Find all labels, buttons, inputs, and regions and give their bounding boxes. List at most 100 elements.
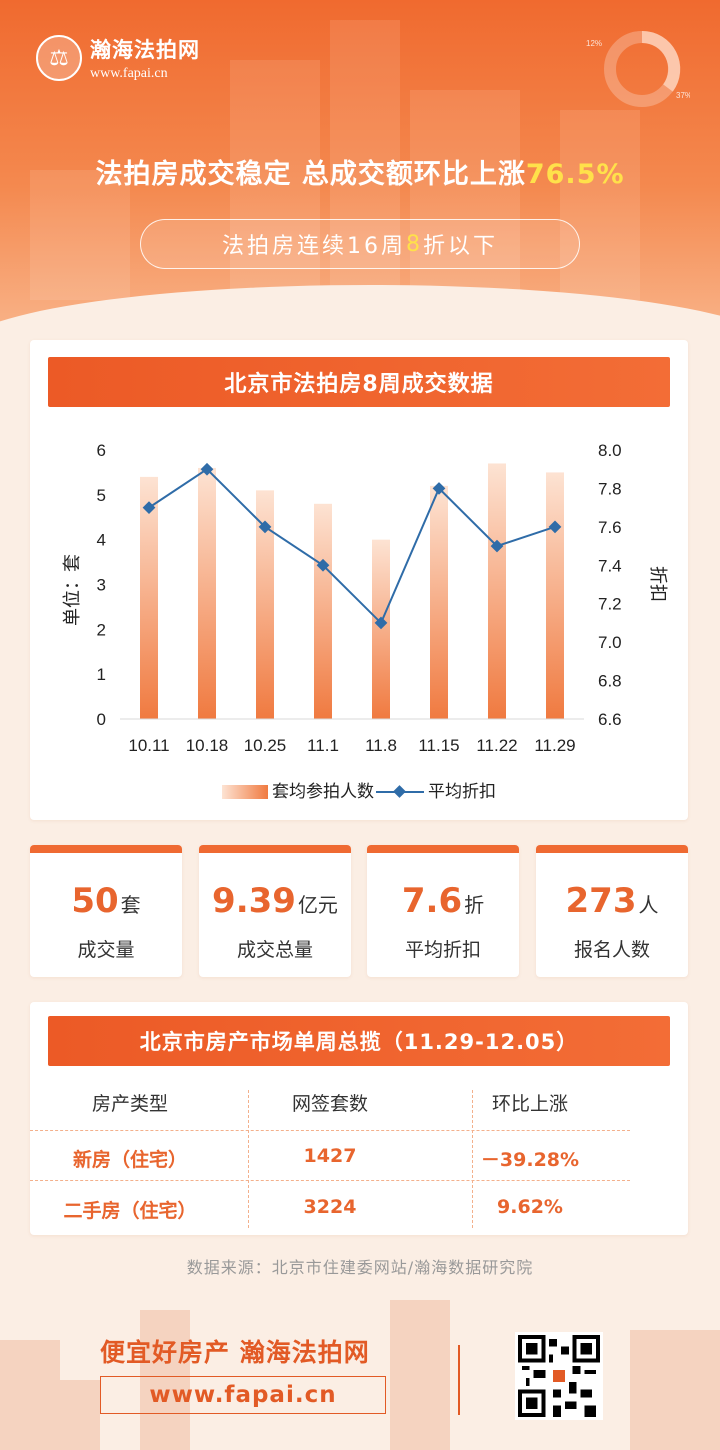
building-shape — [30, 170, 130, 300]
y2-tick-label: 7.4 — [598, 556, 622, 575]
stat-value: 9.39 亿元 — [199, 881, 351, 921]
qr-code-icon[interactable] — [515, 1332, 603, 1420]
brand-logo[interactable]: ⚖ 瀚海法拍网 www.fapai.cn — [36, 34, 200, 82]
table-cell: 9.62% — [497, 1196, 563, 1218]
y-axis-label: 单位：套 — [62, 554, 82, 626]
chart-line-point — [490, 539, 504, 553]
chart-line-point — [374, 616, 388, 630]
brand-name: 瀚海法拍网 — [90, 38, 200, 62]
chart-card: 北京市法拍房8周成交数据 0 1 2 3 4 5 6 6.6 6.8 7.0 7.2 7.4 7.6 7… — [30, 340, 688, 820]
chart-line-series — [148, 467, 556, 625]
subheadline-pill: 法拍房连续16周 8 折以下 — [140, 219, 580, 269]
y2-tick-label: 6.6 — [598, 710, 622, 729]
table-divider — [30, 1180, 630, 1181]
stat-number: 7.6 — [401, 881, 463, 921]
stat-card: 9.39 亿元 成交总量 — [199, 845, 351, 977]
stat-card-accent — [30, 845, 182, 853]
hero-banner — [0, 0, 720, 340]
stat-card: 50 套 成交量 — [30, 845, 182, 977]
chart-line-point — [200, 462, 214, 476]
chart-bar — [488, 463, 506, 719]
y-tick-label: 4 — [97, 531, 106, 550]
donut-label: 12% — [586, 39, 602, 48]
data-source-note: 数据来源：北京市住建委网站/瀚海数据研究院 — [186, 1258, 534, 1277]
x-tick-label: 11.22 — [476, 736, 517, 755]
chart-bar — [430, 485, 448, 719]
table-row: 二手房（住宅） 3224 9.62% — [30, 1196, 630, 1223]
stat-label: 成交总量 — [236, 939, 313, 961]
table-cell: 1427 — [303, 1145, 357, 1167]
stat-card-accent — [536, 845, 688, 853]
table-cell: －39.28% — [480, 1149, 580, 1171]
stat-card: 273 人 报名人数 — [536, 845, 688, 977]
y2-axis-label: 折扣 — [648, 566, 668, 602]
skyline-shape — [0, 1340, 60, 1450]
table-header-cell: 网签套数 — [291, 1093, 368, 1115]
footer-divider — [458, 1345, 460, 1415]
y-tick-label: 5 — [97, 486, 106, 505]
legend-bar-swatch — [222, 785, 268, 799]
gavel-seal-icon: ⚖ — [36, 35, 82, 81]
table-divider — [30, 1130, 630, 1131]
chart-bar — [372, 539, 390, 719]
chart-bar — [314, 503, 332, 719]
chart-bar — [198, 467, 216, 719]
x-tick-label: 11.1 — [307, 736, 339, 755]
footer-url-link[interactable]: www.fapai.cn — [100, 1376, 386, 1414]
stat-unit: 套 — [120, 893, 141, 917]
stat-label: 成交量 — [77, 939, 135, 961]
table-header-cell: 房产类型 — [91, 1093, 168, 1115]
subheadline-suffix: 折以下 — [422, 234, 498, 259]
table-column-divider — [248, 1090, 249, 1228]
skyline-shape — [60, 1380, 100, 1450]
chart-bar — [256, 490, 274, 719]
y-tick-label: 2 — [97, 620, 106, 639]
x-tick-label: 10.25 — [244, 736, 287, 755]
table-cell: 新房（住宅） — [72, 1149, 187, 1171]
page-headline: 法拍房成交稳定 总成交额环比上涨76.5% — [0, 152, 720, 191]
stat-number: 9.39 — [212, 881, 296, 921]
footer — [0, 1280, 720, 1450]
building-shape — [230, 60, 320, 300]
chart-line-point — [432, 482, 446, 495]
stat-unit: 折 — [464, 893, 485, 917]
chart-bar — [546, 472, 564, 719]
brand-url: www.fapai.cn — [90, 66, 168, 81]
chart-title: 北京市法拍房8周成交数据 — [48, 357, 670, 407]
stat-card-accent — [367, 845, 519, 853]
table-row: 新房（住宅） 1427 －39.28% — [30, 1145, 630, 1172]
stat-unit: 人 — [638, 893, 659, 917]
building-shape — [560, 110, 640, 300]
market-summary-card: 北京市房产市场单周总揽（11.29-12.05） — [30, 1002, 688, 1235]
y2-tick-label: 7.8 — [598, 479, 622, 498]
stat-label: 平均折扣 — [404, 939, 481, 961]
subheadline-text: 法拍房连续16周 — [221, 234, 406, 259]
x-tick-label: 11.8 — [365, 736, 397, 755]
skyline-shape — [390, 1300, 450, 1450]
x-tick-label: 11.29 — [534, 736, 575, 755]
headline-highlight: 76.5% — [525, 159, 625, 190]
skyline-shape — [630, 1330, 720, 1450]
headline-text: 法拍房成交稳定 总成交额环比上涨 — [95, 159, 526, 190]
x-tick-label: 10.18 — [186, 736, 229, 755]
donut-label: 37% — [676, 91, 690, 100]
y2-tick-label: 7.6 — [598, 518, 622, 537]
decorative-donut-chart: 12% 37% — [586, 30, 690, 107]
building-shape — [410, 90, 520, 300]
y2-tick-label: 7.0 — [598, 633, 622, 652]
skyline-shape — [140, 1310, 190, 1450]
stat-card-accent — [199, 845, 351, 853]
stat-value: 273 人 — [536, 881, 688, 921]
stat-label: 报名人数 — [573, 939, 650, 961]
legend-line-label: 平均折扣 — [428, 782, 496, 801]
y2-tick-label: 8.0 — [598, 441, 622, 460]
chart-bar — [140, 476, 158, 719]
stat-card: 7.6 折 平均折扣 — [367, 845, 519, 977]
combo-chart: 0 1 2 3 4 5 6 6.6 6.8 7.0 7.2 7.4 7.6 7.8 8.0 10.11 10… — [62, 441, 668, 801]
table-header: 房产类型 网签套数 环比上涨 — [30, 1089, 630, 1116]
y2-tick-label: 6.8 — [598, 672, 622, 691]
legend-bar-label: 套均参拍人数 — [272, 782, 374, 801]
chart-line-point — [316, 558, 330, 572]
table-cell: 3224 — [303, 1196, 357, 1218]
stat-value: 7.6 折 — [367, 881, 519, 921]
